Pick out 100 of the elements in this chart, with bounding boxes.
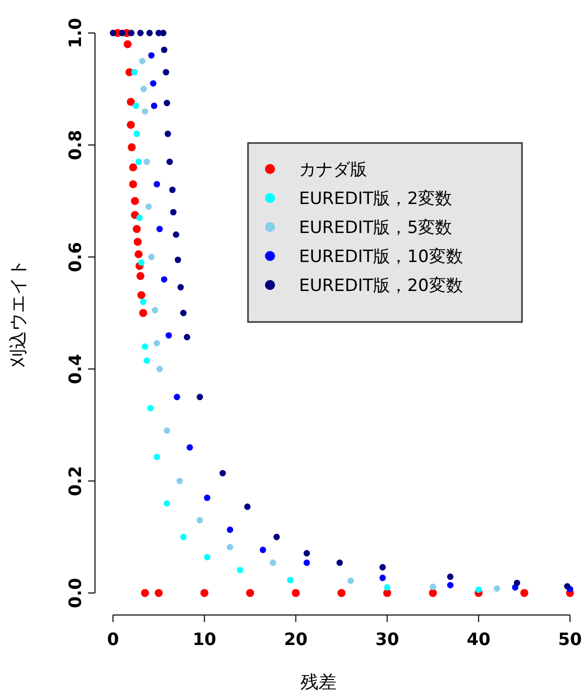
y-tick-label: 0.4 [66,354,86,384]
point [200,589,208,597]
point [172,231,180,238]
point [180,534,187,540]
point [164,427,170,434]
point [520,589,528,597]
y-axis-title: 刈込ウエイト [8,259,29,368]
point [170,209,177,216]
point [134,250,143,258]
point [246,589,254,597]
y-tick-label: 0.0 [66,578,86,608]
point [145,203,152,210]
y-tick-label: 1.0 [66,18,86,48]
point [154,589,163,597]
point [514,580,520,586]
point [226,544,234,550]
point [162,69,170,76]
point [148,52,155,59]
point [196,394,204,400]
point [144,158,150,165]
point [347,577,354,584]
point [150,80,156,87]
point [236,566,244,574]
point [166,158,173,165]
point [428,589,437,597]
point [174,256,182,263]
point [273,534,280,540]
point [494,585,500,592]
point [447,582,454,588]
point [430,584,436,590]
point [270,560,276,566]
point [204,554,210,560]
point [304,550,310,556]
point [130,197,139,205]
x-axis-title: 残差 [300,672,336,693]
legend-label: EUREDIT版，10変数 [299,247,463,267]
point [260,546,266,554]
point [160,276,168,283]
point [126,120,135,129]
y-tick-label: 0.6 [66,242,86,272]
point [196,517,204,524]
y-tick-label: 0.2 [66,466,86,496]
point [164,130,172,137]
point [142,108,148,115]
y-tick-label: 0.8 [66,130,86,160]
point [180,310,187,316]
point [150,102,158,109]
point [184,334,190,340]
point [144,357,150,364]
point [124,40,132,48]
point [244,504,251,510]
point [383,589,392,597]
point [164,100,170,106]
point [379,564,386,570]
point [219,470,226,476]
point [379,574,386,582]
point [132,102,140,109]
point [147,405,154,412]
point [136,214,143,221]
point [137,291,146,300]
point [156,366,163,372]
point [287,576,294,584]
point [139,309,148,317]
point [142,343,148,350]
point [140,86,147,92]
point [160,30,166,36]
point [336,560,343,566]
point [154,454,160,460]
point [148,254,155,260]
point [292,589,300,597]
point [226,526,234,533]
x-tick-label: 0 [107,630,120,650]
point [384,584,390,591]
point [137,30,144,36]
point [140,298,146,305]
point [186,444,193,451]
x-tick-label: 10 [192,630,216,650]
point [146,30,153,36]
point [164,500,170,507]
point [128,30,134,36]
legend-label: カナダ版 [299,160,367,180]
point [447,574,454,580]
x-tick-label: 30 [375,630,400,650]
point [139,58,146,64]
point [177,284,184,290]
point [132,225,141,233]
point [166,332,172,339]
point [564,583,570,590]
point [134,130,140,137]
point [304,560,310,566]
point [160,46,168,53]
point [134,238,142,246]
point [128,143,136,152]
point [136,272,144,280]
point [156,226,163,232]
point [140,589,149,597]
point [169,186,176,193]
point [154,181,160,188]
x-tick-label: 40 [466,630,491,650]
point [129,180,138,188]
